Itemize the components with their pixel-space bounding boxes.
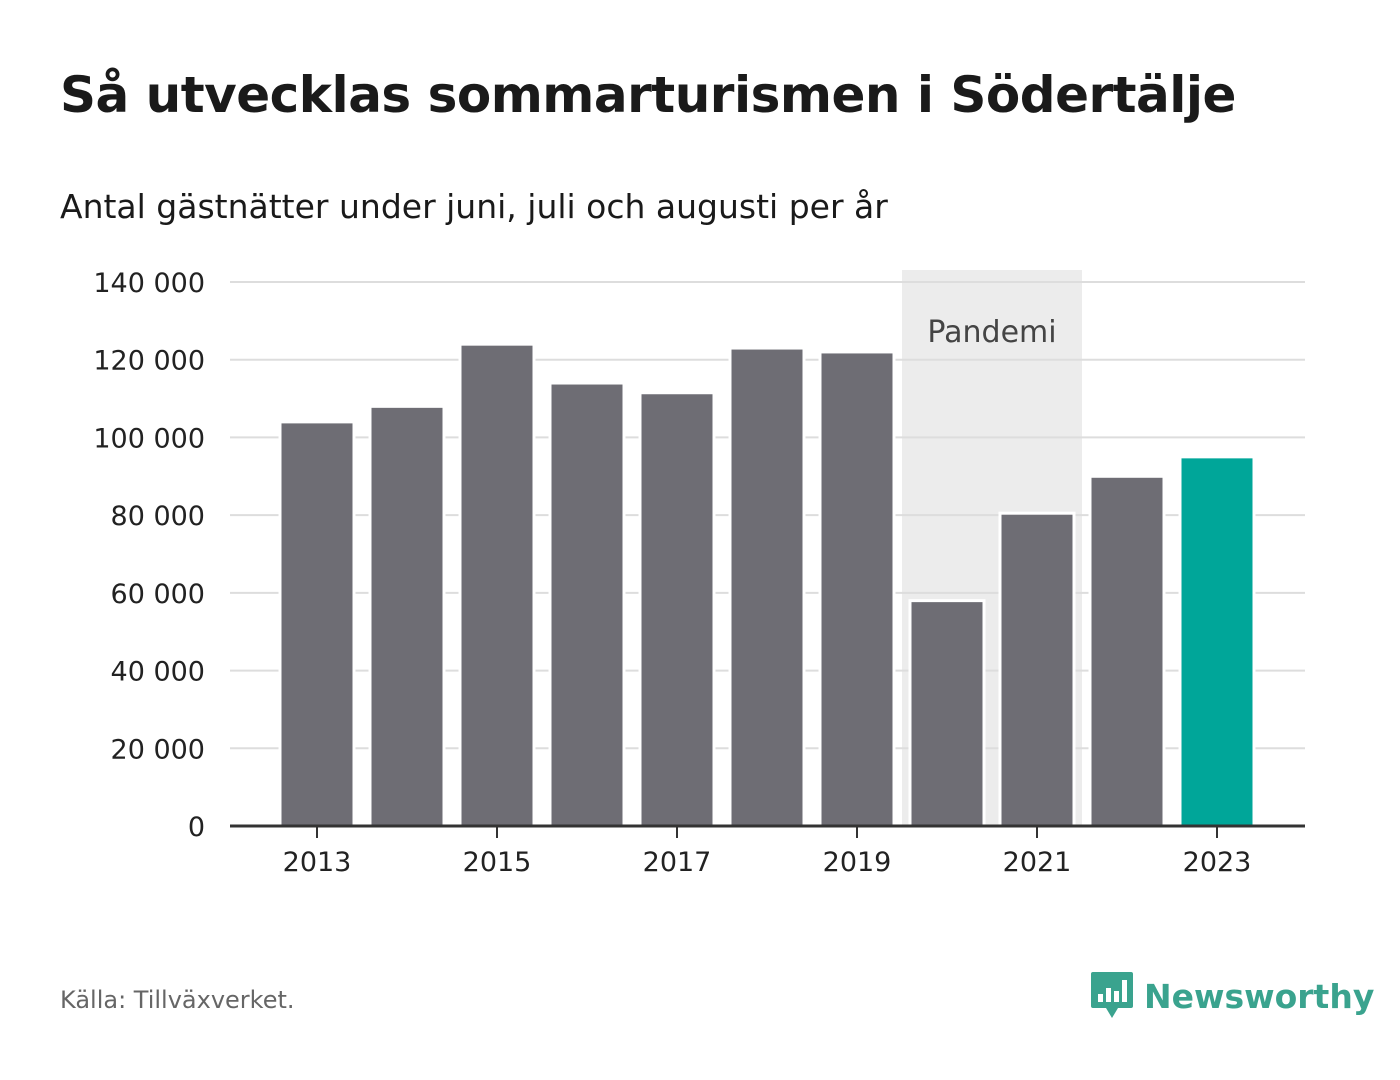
x-tick-label: 2013 xyxy=(283,847,352,878)
x-tick-label: 2021 xyxy=(1003,847,1072,878)
source-note: Källa: Tillväxverket. xyxy=(60,986,295,1014)
bar-2015 xyxy=(458,342,536,828)
pandemic-label: Pandemi xyxy=(927,315,1056,350)
y-tick-label: 40 000 xyxy=(111,657,205,688)
bar-chart-speech-bubble-icon xyxy=(1091,972,1133,1018)
x-tick-label: 2023 xyxy=(1183,847,1252,878)
chart-title: Så utvecklas sommarturismen i Södertälje xyxy=(60,66,1236,124)
x-tick-label: 2019 xyxy=(823,847,892,878)
bar-2022 xyxy=(1088,474,1166,828)
bar-2016 xyxy=(548,381,626,828)
newsworthy-logo: Newsworthy xyxy=(1090,970,1374,1022)
logo-text: Newsworthy xyxy=(1144,976,1375,1016)
bar-2021 xyxy=(998,511,1076,828)
bar-2023 xyxy=(1178,455,1256,828)
y-tick-label: 60 000 xyxy=(111,579,205,610)
bar-chart: Pandemi 0 20 000 40 000 60 000 80 000 100 000… xyxy=(93,268,1305,878)
bar-2013 xyxy=(278,420,356,828)
bar-2020 xyxy=(908,599,986,828)
bar-2018 xyxy=(728,346,806,828)
y-tick-label: 80 000 xyxy=(111,501,205,532)
chart-subtitle: Antal gästnätter under juni, juli och au… xyxy=(60,187,888,226)
x-tick-label: 2017 xyxy=(643,847,712,878)
bar-2017 xyxy=(638,391,716,828)
y-tick-label: 140 000 xyxy=(93,268,205,299)
y-tick-label: 120 000 xyxy=(93,346,205,377)
bar-2014 xyxy=(368,404,446,828)
y-tick-label: 100 000 xyxy=(93,423,205,454)
x-tick-label: 2015 xyxy=(463,847,532,878)
y-tick-label: 20 000 xyxy=(111,734,205,765)
bar-2019 xyxy=(818,350,896,828)
y-tick-label: 0 xyxy=(188,812,205,843)
